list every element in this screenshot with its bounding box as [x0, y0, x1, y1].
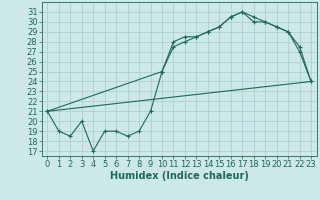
- X-axis label: Humidex (Indice chaleur): Humidex (Indice chaleur): [110, 171, 249, 181]
